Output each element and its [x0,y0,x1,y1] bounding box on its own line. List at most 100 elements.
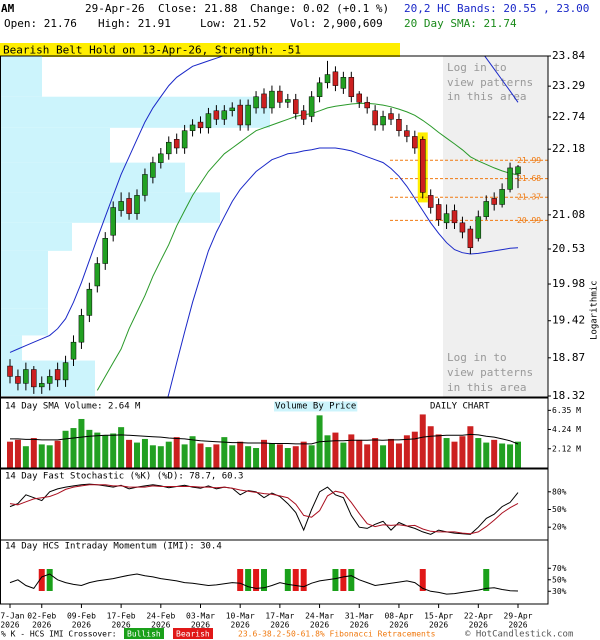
candle-body [94,263,101,287]
candle-body [23,369,29,384]
volume-bar [134,442,140,468]
bearish-bg [173,628,213,639]
candle-body [459,222,466,233]
pattern-banner: Bearish Belt Hold on 13-Apr-26, Strength… [3,44,301,57]
change: Change: 0.02 (+0.1 %) [250,2,389,15]
volume-bar [245,446,252,468]
panel-title-bg [4,401,143,412]
volume-by-price [0,56,42,97]
candle-body [475,216,482,239]
candle-body [31,369,37,388]
x-tick-year: 2026 [310,621,329,630]
panel-title-bg [274,401,358,412]
volume-bar [205,447,212,468]
fibonacci-level-label: 21.37 [517,193,541,202]
y-tick-label: 30% [552,587,567,596]
candle-body [285,99,291,103]
volume-bar [475,438,482,468]
login-note[interactable]: Log in to [447,61,507,74]
candle-body [427,195,434,208]
crossover-signal [483,569,490,591]
crossover-signal [261,569,267,591]
indicator-line [96,102,519,391]
copyright[interactable]: © HotCandlestick.com [465,630,573,640]
y-tick-label: 20.53 [552,242,585,255]
volume-bar [356,439,363,468]
candle-body [340,77,347,89]
volume-bar [221,437,228,468]
volume-bar [324,435,331,468]
login-note[interactable]: view patterns [447,366,533,379]
volume-bar [292,446,299,468]
candle-body [197,121,204,129]
indicator-line [9,483,519,535]
volume-bar [261,439,267,468]
candle-body [451,210,458,224]
candle-body [324,74,331,84]
candle-body [293,99,299,114]
volume-bar [141,438,148,468]
low: Low: 21.52 [200,17,266,30]
crossover-signal [38,569,45,591]
x-tick-year: 2026 [111,621,130,630]
volume-bar [435,434,442,468]
candle-body [300,110,307,120]
y-tick-label: 23.84 [552,49,585,62]
candle-body [364,102,370,109]
crossover-signal [348,569,355,591]
candle-body [118,201,124,211]
crossover-signal [340,569,347,591]
candle-body [166,141,172,155]
y-tick-label: 21.08 [552,208,585,221]
x-tick-label: 02-Feb [27,612,56,621]
login-note[interactable]: in this area [447,381,526,394]
login-note[interactable]: in this area [447,90,526,103]
crossover-signal [292,569,299,591]
panel-title-bg [4,541,223,552]
volume-bar [173,437,180,468]
candle-body [142,174,148,196]
candle-body [15,376,21,384]
candle-body [261,93,267,109]
candle-body [420,139,426,193]
x-tick-label: 15-Apr [424,612,453,621]
x-tick-year: 2026 [389,621,408,630]
volume-bar [300,441,307,468]
candle-body [110,207,116,236]
x-tick-year: 2026 [151,621,170,630]
y-tick-label: 22.74 [552,110,585,123]
panel-frame [0,55,549,398]
crossover-label: % K - HCS IMI Crossover: [1,630,117,639]
volume-by-price [0,162,185,193]
volume-bar [118,427,125,468]
candle-body [356,93,362,103]
y-tick-label: 80% [552,487,567,496]
indicator-line [167,147,519,397]
x-tick-label: 09-Feb [67,612,96,621]
candle-body [253,96,259,109]
crossover-signal [245,569,252,591]
volume-bar [78,418,85,468]
candle-body [308,96,315,117]
high: High: 21.91 [98,17,171,30]
candle-body [70,341,77,360]
candle-body [332,71,339,86]
y-tick-label: 20% [552,523,567,532]
login-area [443,56,548,397]
login-note[interactable]: Log in to [447,351,507,364]
volume-bar [380,445,387,468]
volume-by-price [0,127,110,163]
y-tick-label: 18.32 [552,389,585,402]
candle-body [158,153,164,163]
candle-body [150,162,156,178]
candle-body [54,369,61,381]
bands: 20,2 HC Bands: 20.55 , 23.00 [404,2,589,15]
date: 29-Apr-26 [85,2,145,15]
volume-bar [213,444,220,468]
volume-bar [459,436,466,468]
login-note[interactable]: view patterns [447,76,533,89]
volume-bar [268,443,275,468]
scale-label: Logarithmic [590,280,600,340]
volume-bar [38,444,45,468]
volume-bar [467,426,474,468]
